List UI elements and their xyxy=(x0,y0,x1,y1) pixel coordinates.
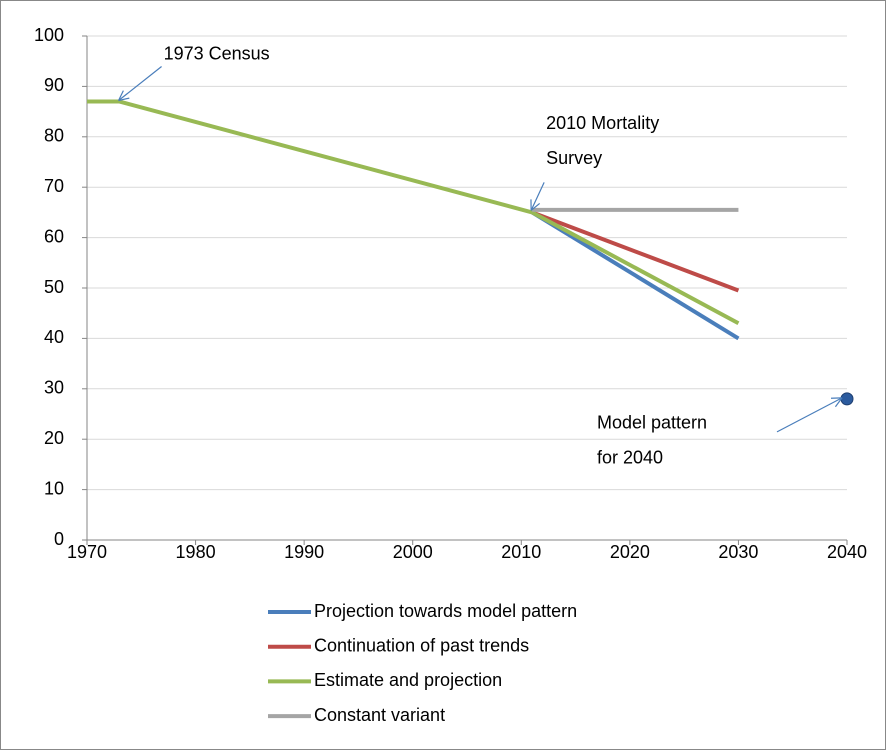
x-tick-label: 1980 xyxy=(176,542,216,562)
y-tick-label: 40 xyxy=(44,327,64,347)
x-tick-label: 2010 xyxy=(501,542,541,562)
y-tick-label: 50 xyxy=(44,277,64,297)
x-tick-label: 2020 xyxy=(610,542,650,562)
annotation-text: Model pattern xyxy=(597,413,707,433)
y-tick-label: 20 xyxy=(44,428,64,448)
legend-label: Constant variant xyxy=(314,705,445,725)
annotation-text: 2010 Mortality xyxy=(546,113,659,133)
legend-label: Projection towards model pattern xyxy=(314,601,577,621)
legend-label: Estimate and projection xyxy=(314,670,502,690)
x-tick-label: 2000 xyxy=(393,542,433,562)
y-tick-label: 10 xyxy=(44,478,64,498)
y-tick-label: 80 xyxy=(44,126,64,146)
x-tick-label: 2030 xyxy=(718,542,758,562)
x-tick-label: 2040 xyxy=(827,542,867,562)
y-tick-label: 60 xyxy=(44,226,64,246)
x-tick-label: 1970 xyxy=(67,542,107,562)
y-tick-label: 100 xyxy=(34,25,64,45)
y-tick-label: 30 xyxy=(44,378,64,398)
y-tick-label: 90 xyxy=(44,75,64,95)
annotation-text: for 2040 xyxy=(597,448,663,468)
x-tick-label: 1990 xyxy=(284,542,324,562)
y-tick-label: 0 xyxy=(54,529,64,549)
model-point xyxy=(841,393,853,405)
legend-label: Continuation of past trends xyxy=(314,635,529,655)
annotation-text: 1973 Census xyxy=(164,43,270,63)
annotation-text: Survey xyxy=(546,148,602,168)
y-tick-label: 70 xyxy=(44,176,64,196)
